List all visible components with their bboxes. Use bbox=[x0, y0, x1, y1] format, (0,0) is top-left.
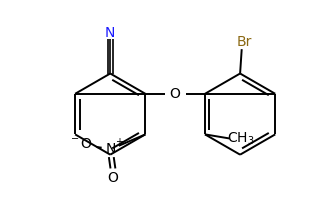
Text: O: O bbox=[108, 171, 118, 185]
Text: N: N bbox=[105, 26, 115, 40]
Text: CH$_3$: CH$_3$ bbox=[227, 130, 255, 147]
Text: N: N bbox=[106, 142, 116, 156]
Text: Br: Br bbox=[236, 35, 252, 49]
Text: O: O bbox=[170, 87, 181, 101]
Text: $^-$O: $^-$O bbox=[68, 137, 93, 151]
Text: +: + bbox=[115, 138, 123, 148]
